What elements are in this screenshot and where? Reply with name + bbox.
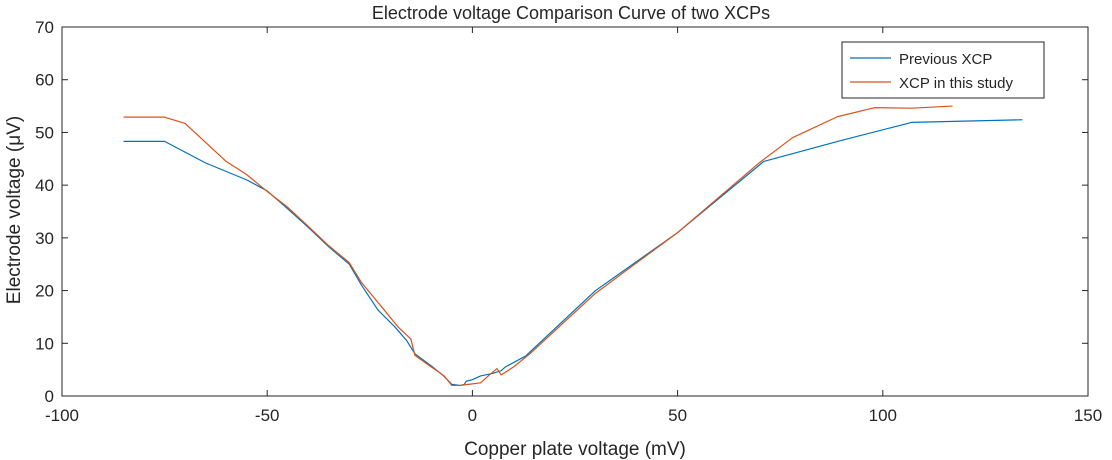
y-tick-label: 40: [35, 176, 54, 195]
chart-title: Electrode voltage Comparison Curve of tw…: [372, 3, 770, 23]
x-tick-label: 150: [1074, 406, 1102, 425]
y-tick-label: 0: [45, 387, 54, 406]
y-tick-label: 70: [35, 18, 54, 37]
x-tick-label: 0: [468, 406, 477, 425]
y-tick-label: 20: [35, 282, 54, 301]
series-line-xcp-in-this-study: [123, 105, 953, 387]
y-tick-label: 30: [35, 229, 54, 248]
x-tick-label: -100: [45, 406, 79, 425]
y-tick-label: 60: [35, 71, 54, 90]
legend-box: [841, 41, 1045, 99]
series-layer: [123, 105, 1023, 387]
x-axis-label: Copper plate voltage (mV): [464, 439, 686, 460]
x-tick-label: -50: [255, 406, 280, 425]
y-axis: 0 10 20 30 40 50 60 70: [35, 18, 1088, 406]
y-axis-label: Electrode voltage (μV): [4, 116, 25, 304]
legend-label-xcp-this-study: XCP in this study: [899, 75, 1013, 92]
legend: Previous XCP XCP in this study: [841, 41, 1045, 99]
x-tick-label: 50: [668, 406, 687, 425]
y-tick-label: 10: [35, 334, 54, 353]
y-tick-label: 50: [35, 123, 54, 142]
x-axis: -100 -50 0 50 100 150: [45, 27, 1102, 425]
x-tick-label: 100: [869, 406, 897, 425]
legend-label-previous-xcp: Previous XCP: [899, 51, 992, 68]
